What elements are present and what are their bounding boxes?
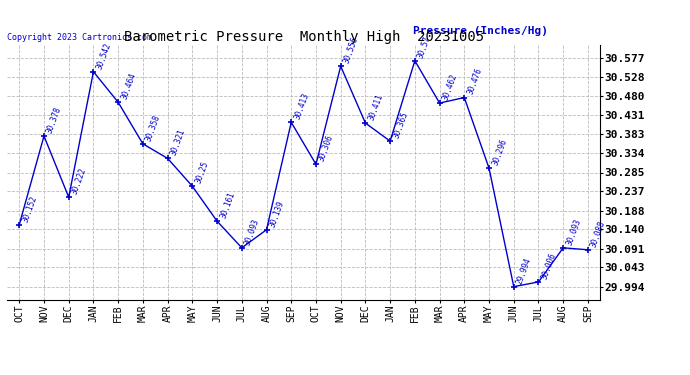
Text: 30.413: 30.413 <box>293 92 310 121</box>
Text: 30.006: 30.006 <box>540 251 558 280</box>
Text: 30.306: 30.306 <box>317 134 335 163</box>
Text: 30.378: 30.378 <box>46 105 63 135</box>
Text: Copyright 2023 Cartronics.com: Copyright 2023 Cartronics.com <box>7 33 152 42</box>
Text: 30.476: 30.476 <box>466 67 484 96</box>
Text: 30.57: 30.57 <box>416 34 433 59</box>
Text: 30.411: 30.411 <box>367 93 385 122</box>
Text: 30.152: 30.152 <box>21 194 39 223</box>
Text: 30.556: 30.556 <box>342 36 360 65</box>
Text: 30.464: 30.464 <box>119 72 137 101</box>
Text: Pressure (Inches/Hg): Pressure (Inches/Hg) <box>413 26 549 36</box>
Text: 30.542: 30.542 <box>95 41 112 70</box>
Text: 30.365: 30.365 <box>391 111 409 140</box>
Text: 30.093: 30.093 <box>243 217 261 246</box>
Text: 30.222: 30.222 <box>70 166 88 196</box>
Text: 30.321: 30.321 <box>169 128 187 157</box>
Text: 30.161: 30.161 <box>219 190 237 220</box>
Text: 30.296: 30.296 <box>491 138 509 167</box>
Text: 30.088: 30.088 <box>589 219 607 248</box>
Text: 30.139: 30.139 <box>268 199 286 228</box>
Text: 30.462: 30.462 <box>441 72 459 102</box>
Text: 29.994: 29.994 <box>515 256 533 285</box>
Text: 30.25: 30.25 <box>194 160 210 185</box>
Text: 30.093: 30.093 <box>564 217 582 246</box>
Text: 30.358: 30.358 <box>144 113 162 142</box>
Title: Barometric Pressure  Monthly High  20231005: Barometric Pressure Monthly High 2023100… <box>124 30 484 44</box>
